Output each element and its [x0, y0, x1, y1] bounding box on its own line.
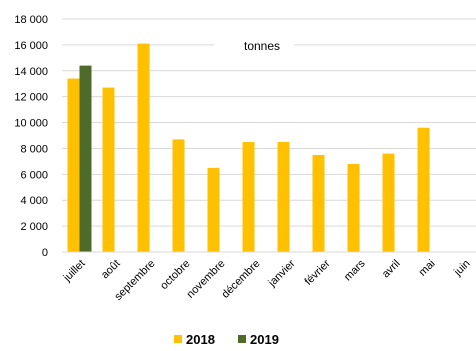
- y-tick-label: 8 000: [20, 143, 48, 155]
- x-tick-label: juillet: [61, 258, 88, 285]
- bar-2018-5: [242, 141, 255, 252]
- y-tick-label: 18 000: [14, 14, 48, 26]
- y-tick-label: 2 000: [20, 221, 48, 233]
- x-tick-label: avril: [380, 258, 403, 281]
- bar-2018-7: [312, 154, 325, 252]
- y-tick-label: 12 000: [14, 92, 48, 104]
- y-tick-label: 0: [42, 247, 48, 259]
- y-tick-label: 16 000: [14, 40, 48, 52]
- legend-swatch-2019: [238, 335, 246, 343]
- bar-2018-3: [172, 139, 185, 252]
- y-axis-tick-labels: 0 2 000 4 000 6 000 8 000 10 000 12 000 14 000 1…: [14, 14, 48, 259]
- bar-2018-8: [347, 163, 360, 252]
- legend-label: 2018: [186, 332, 215, 347]
- unit-label: tonnes: [244, 39, 280, 53]
- bar-2019-0: [79, 65, 92, 252]
- x-tick-label: mars: [342, 257, 368, 283]
- x-tick-label: mai: [417, 258, 438, 279]
- y-tick-label: 10 000: [14, 118, 48, 130]
- y-tick-label: 4 000: [20, 195, 48, 207]
- bar-2018-2: [137, 43, 150, 252]
- bar-2018-4: [207, 167, 220, 252]
- x-tick-label: juin: [451, 258, 472, 279]
- bar-2018-6: [277, 141, 290, 252]
- x-tick-label: février: [303, 257, 333, 287]
- y-tick-label: 14 000: [14, 66, 48, 78]
- legend: 2018 2019: [174, 332, 279, 347]
- bar-2018-0: [67, 78, 80, 253]
- x-tick-label: décembre: [220, 258, 263, 301]
- bar-2018-10: [417, 127, 430, 252]
- y-tick-label: 6 000: [20, 169, 48, 181]
- bar-2018-1: [102, 87, 115, 252]
- x-tick-label: octobre: [158, 258, 192, 292]
- legend-label: 2019: [250, 332, 279, 347]
- x-tick-label: janvier: [266, 257, 298, 289]
- bar-2018-9: [382, 153, 395, 252]
- bars: [67, 43, 430, 253]
- x-tick-label: août: [99, 258, 123, 282]
- legend-swatch-2018: [174, 335, 182, 343]
- unit-label-background: [214, 36, 294, 56]
- gridlines: [62, 18, 476, 227]
